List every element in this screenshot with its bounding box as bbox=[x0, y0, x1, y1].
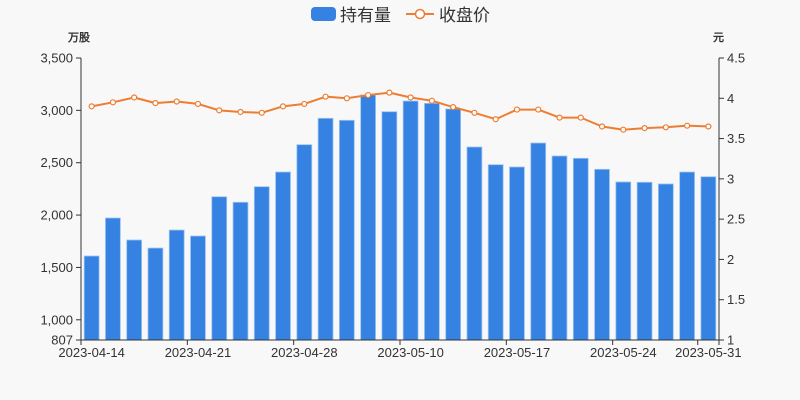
bar[interactable] bbox=[360, 94, 376, 341]
bar[interactable] bbox=[381, 111, 398, 341]
line-point-marker[interactable] bbox=[237, 108, 244, 116]
line-point-marker[interactable] bbox=[577, 114, 584, 121]
line-point-marker[interactable] bbox=[152, 100, 159, 107]
bar[interactable] bbox=[594, 168, 610, 341]
bar[interactable] bbox=[572, 157, 589, 341]
right-axis-tick-label: 3 bbox=[727, 171, 734, 186]
bar[interactable] bbox=[296, 144, 313, 341]
bar[interactable] bbox=[445, 108, 462, 341]
bar[interactable] bbox=[211, 196, 228, 341]
left-axis-tick-label: 3,500 bbox=[40, 51, 73, 66]
bar[interactable] bbox=[551, 155, 568, 341]
legend-bar-label: 持有量 bbox=[340, 6, 391, 26]
legend-bar-swatch-icon bbox=[311, 7, 336, 21]
bar[interactable] bbox=[126, 239, 143, 341]
line-point-marker[interactable] bbox=[173, 98, 180, 105]
line-point-marker[interactable] bbox=[471, 109, 478, 116]
x-axis: 2023-04-14 2023-04-21 2023-04-28 2023-05-10… bbox=[58, 339, 742, 360]
bar[interactable] bbox=[105, 217, 121, 341]
x-axis-tick-label: 2023-05-31 bbox=[675, 345, 742, 360]
right-axis-tick-label: 1.5 bbox=[727, 292, 745, 307]
line-point-marker[interactable] bbox=[492, 116, 499, 123]
bar[interactable] bbox=[232, 201, 249, 341]
bar[interactable] bbox=[424, 102, 440, 341]
bar[interactable] bbox=[530, 142, 547, 341]
line-point-marker[interactable] bbox=[683, 122, 691, 129]
bar-series-holding bbox=[83, 94, 717, 341]
right-axis-tick-label: 3.5 bbox=[727, 131, 745, 146]
line-point-marker[interactable] bbox=[279, 103, 287, 110]
line-point-marker[interactable] bbox=[386, 89, 393, 96]
left-axis-unit: 万股 bbox=[67, 31, 91, 44]
legend-item-close-price[interactable]: 收盘价 bbox=[406, 6, 490, 26]
x-axis-tick-label: 2023-04-21 bbox=[165, 345, 232, 360]
legend-line-marker-icon bbox=[414, 8, 426, 20]
bar[interactable] bbox=[402, 100, 419, 341]
bar[interactable] bbox=[700, 176, 717, 341]
left-axis-tick-label: 1,500 bbox=[40, 260, 73, 275]
left-y-axis: 3,500 3,000 2,500 2,000 1,500 1,000 807 bbox=[40, 51, 82, 348]
right-y-axis: 4.5 4 3.5 3 2.5 2 1.5 1 bbox=[718, 51, 745, 348]
right-axis-tick-label: 1 bbox=[727, 333, 734, 348]
line-point-marker[interactable] bbox=[216, 107, 223, 114]
bar[interactable] bbox=[190, 235, 206, 341]
close-price-line bbox=[91, 91, 709, 131]
line-point-marker[interactable] bbox=[301, 100, 308, 108]
line-point-marker[interactable] bbox=[131, 94, 138, 101]
bar[interactable] bbox=[168, 229, 185, 341]
bar[interactable] bbox=[275, 171, 291, 341]
bar[interactable] bbox=[466, 146, 483, 341]
line-point-marker[interactable] bbox=[641, 125, 648, 132]
line-point-marker[interactable] bbox=[407, 94, 414, 101]
left-axis-tick-label: 807 bbox=[51, 333, 73, 348]
line-point-marker[interactable] bbox=[598, 123, 606, 130]
line-point-marker[interactable] bbox=[365, 91, 372, 99]
bar[interactable] bbox=[317, 117, 334, 341]
bar[interactable] bbox=[487, 164, 504, 341]
legend-item-holding[interactable]: 持有量 bbox=[311, 6, 391, 26]
line-point-marker[interactable] bbox=[662, 124, 669, 131]
right-axis-unit: 元 bbox=[713, 31, 724, 44]
bar[interactable] bbox=[338, 119, 355, 341]
bar[interactable] bbox=[509, 166, 525, 341]
bar[interactable] bbox=[83, 255, 100, 341]
line-point-marker[interactable] bbox=[194, 100, 202, 108]
left-axis-tick-label: 2,000 bbox=[40, 208, 73, 223]
line-point-marker[interactable] bbox=[620, 126, 627, 133]
x-axis-tick-label: 2023-05-10 bbox=[377, 345, 444, 360]
right-axis-tick-label: 4 bbox=[727, 91, 734, 106]
line-point-marker[interactable] bbox=[109, 99, 117, 106]
right-axis-tick-label: 4.5 bbox=[727, 51, 745, 66]
line-point-marker[interactable] bbox=[428, 97, 435, 104]
line-point-marker[interactable] bbox=[258, 109, 265, 116]
right-axis-tick-label: 2 bbox=[727, 252, 734, 267]
line-point-marker[interactable] bbox=[322, 93, 329, 100]
left-axis-tick-label: 2,500 bbox=[40, 155, 73, 170]
line-series-close-price bbox=[88, 89, 712, 133]
x-axis-tick-label: 2023-04-28 bbox=[271, 345, 338, 360]
legend[interactable]: 持有量 收盘价 bbox=[311, 6, 490, 26]
legend-line-label: 收盘价 bbox=[439, 6, 490, 26]
left-axis-tick-label: 1,000 bbox=[40, 312, 73, 327]
left-axis-tick-label: 3,000 bbox=[40, 103, 73, 118]
x-axis-tick-label: 2023-04-14 bbox=[58, 345, 125, 360]
right-axis-tick-label: 2.5 bbox=[727, 212, 745, 227]
line-point-marker[interactable] bbox=[513, 106, 521, 113]
bar[interactable] bbox=[615, 181, 632, 341]
bar[interactable] bbox=[657, 183, 674, 341]
bar[interactable] bbox=[679, 171, 695, 341]
line-point-marker[interactable] bbox=[535, 106, 542, 113]
bar[interactable] bbox=[636, 181, 653, 341]
line-point-marker[interactable] bbox=[88, 103, 95, 110]
x-axis-tick-label: 2023-05-17 bbox=[484, 345, 551, 360]
line-point-marker[interactable] bbox=[450, 104, 457, 111]
line-point-marker[interactable] bbox=[705, 123, 712, 130]
x-axis-tick-label: 2023-05-24 bbox=[590, 345, 657, 360]
line-point-marker[interactable] bbox=[343, 95, 350, 102]
bar[interactable] bbox=[253, 186, 270, 341]
line-point-marker[interactable] bbox=[556, 114, 563, 121]
bar[interactable] bbox=[147, 247, 164, 341]
